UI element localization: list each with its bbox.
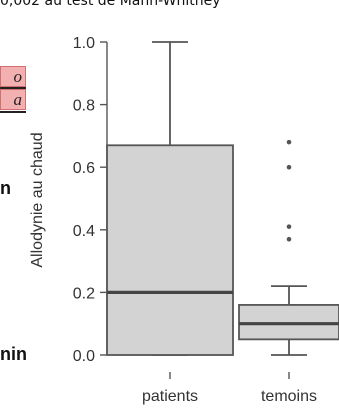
box-temoins bbox=[238, 139, 339, 356]
y-tick-label: 0.8 bbox=[73, 98, 95, 115]
outlier-point bbox=[286, 224, 292, 229]
caption-fragment: 0,002 au test de Mann-Whitney bbox=[0, 0, 221, 9]
outlier-point bbox=[286, 139, 292, 145]
y-tick-label: 0.2 bbox=[73, 285, 95, 302]
x-tick-label: temoins bbox=[261, 388, 317, 405]
outlier-point bbox=[286, 236, 292, 242]
cropped-text-fragment: nin bbox=[0, 344, 27, 364]
box-series bbox=[106, 41, 339, 356]
y-axis-label: Allodynie au chaud bbox=[29, 132, 46, 267]
y-axis-ticks: 0.0 0.2 0.4 0.6 0.8 1.0 bbox=[73, 35, 107, 365]
y-tick-label: 0.4 bbox=[73, 223, 95, 240]
x-tick-label: patients bbox=[142, 388, 198, 405]
y-tick-label: 0.0 bbox=[73, 348, 95, 365]
box-patients bbox=[106, 41, 234, 356]
interquartile-box bbox=[106, 144, 234, 356]
y-tick-label: 1.0 bbox=[73, 35, 95, 52]
fraction-rule bbox=[0, 111, 26, 113]
outlier-point bbox=[286, 164, 292, 170]
y-tick-label: 0.6 bbox=[73, 160, 95, 177]
cropped-text-fragment: n bbox=[0, 178, 11, 198]
cropped-highlighted-symbol: o bbox=[0, 66, 26, 87]
cropped-highlighted-symbol: a bbox=[0, 89, 26, 110]
fraction-rule bbox=[0, 87, 26, 89]
x-axis-ticks: patients temoins bbox=[142, 372, 317, 405]
